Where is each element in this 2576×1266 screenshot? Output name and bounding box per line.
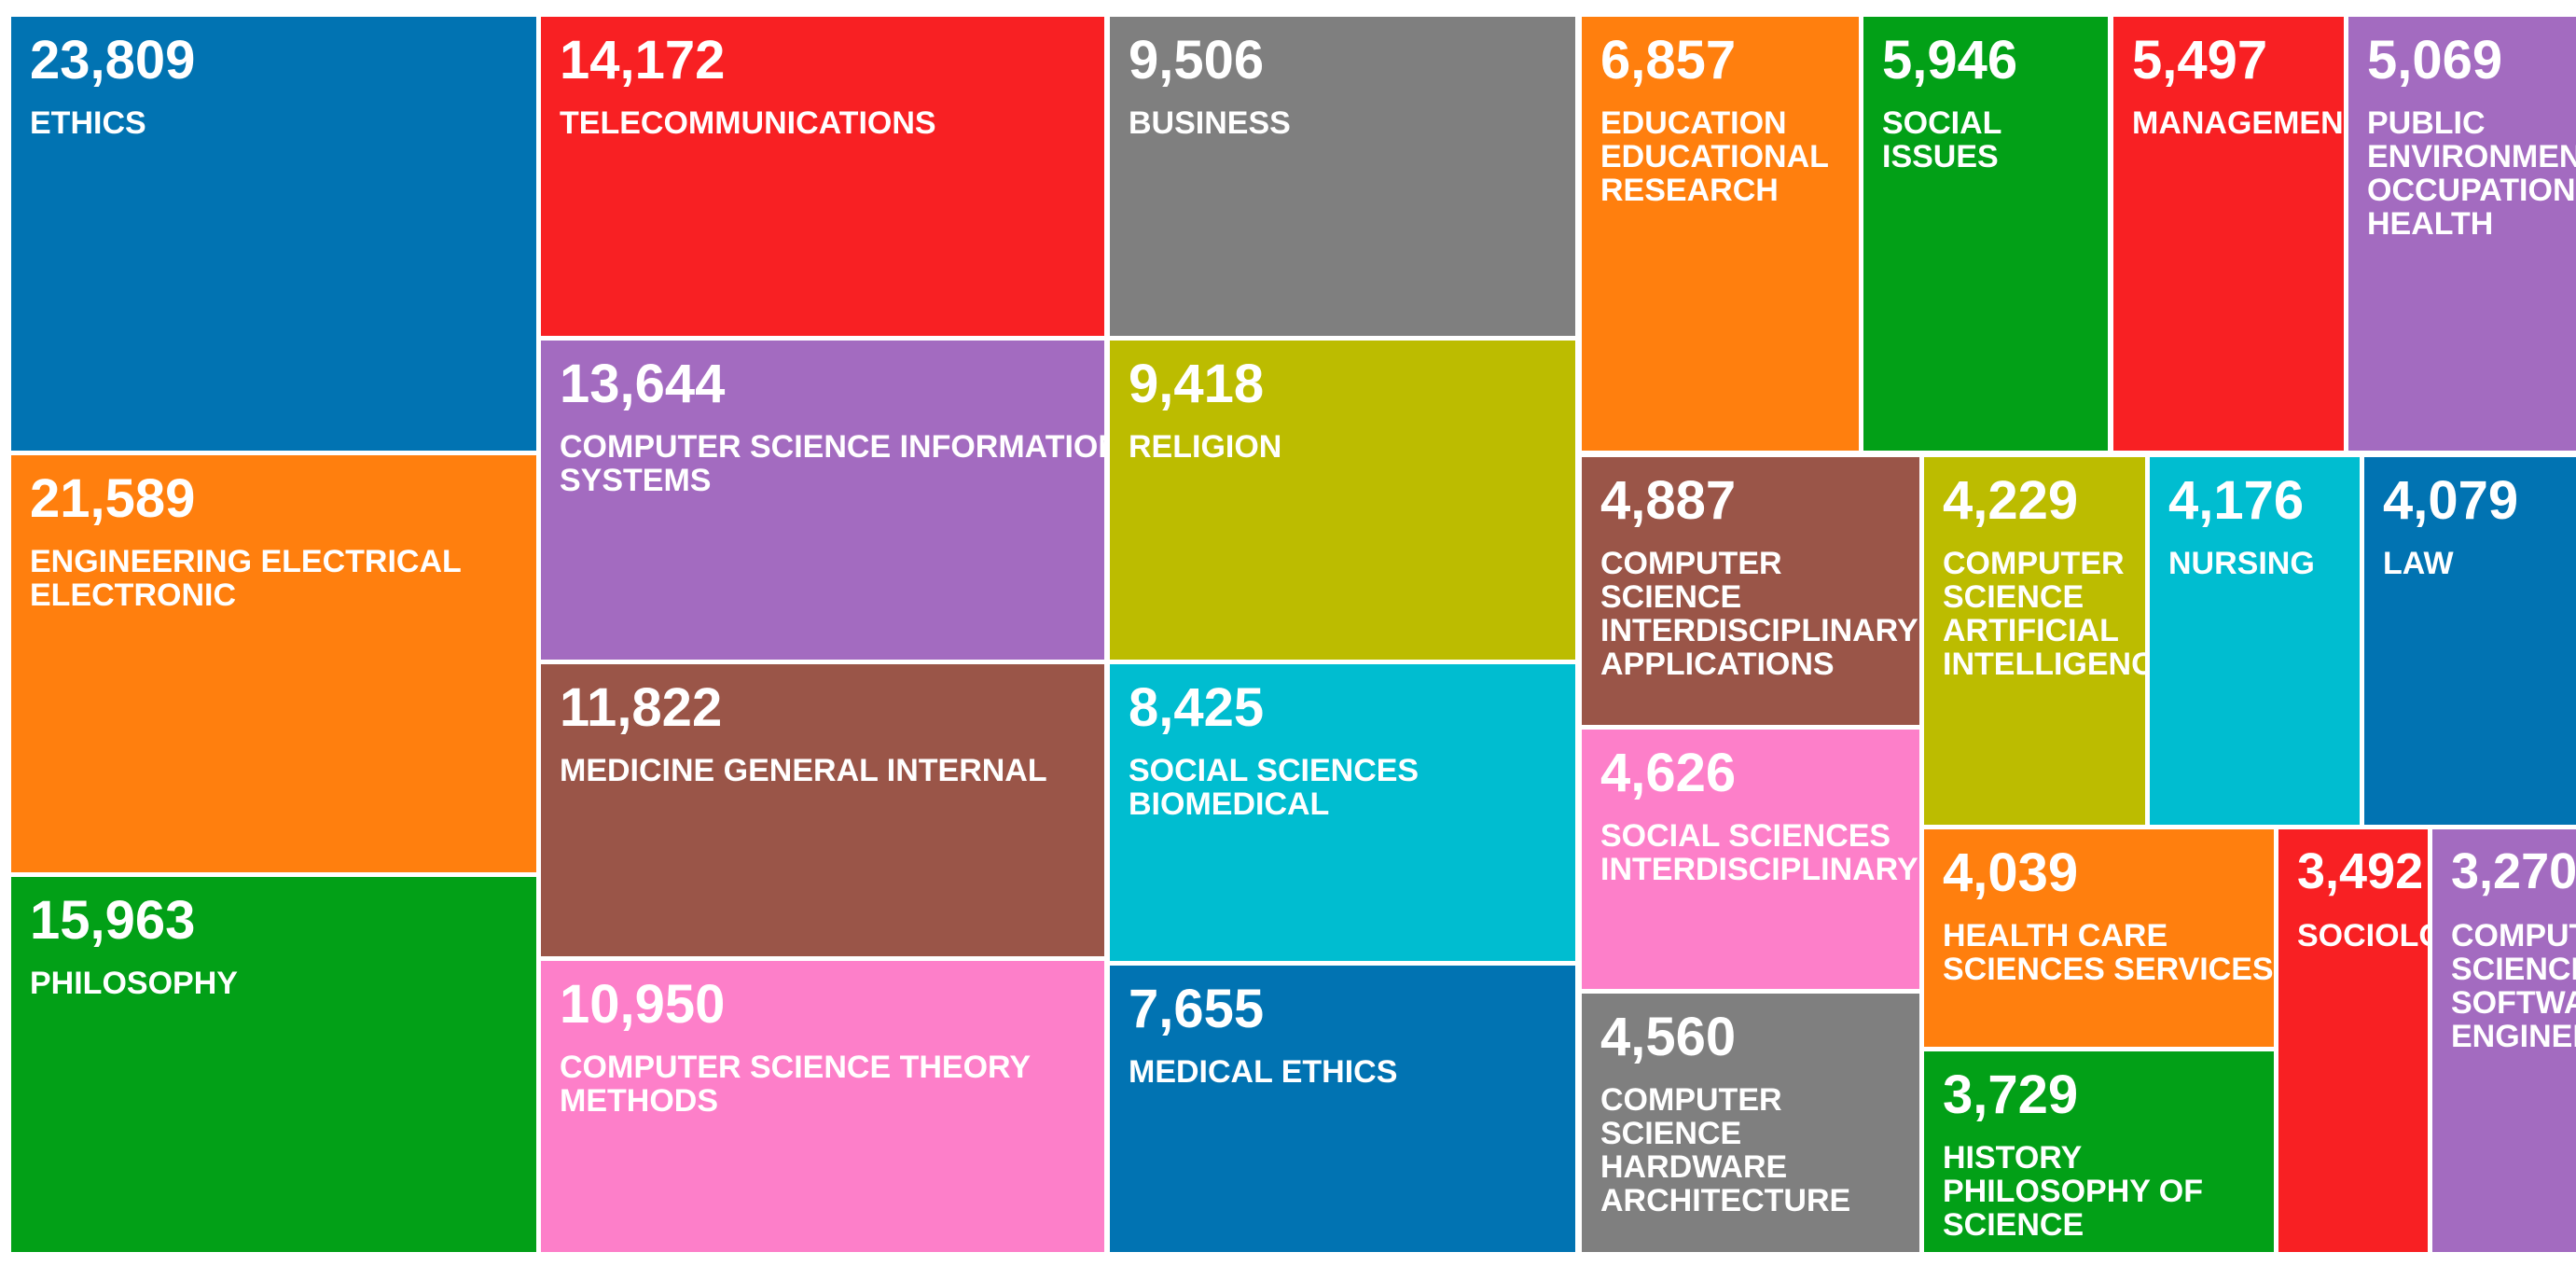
treemap-tile: 23,809 ETHICS: [11, 17, 536, 451]
treemap-tile: 14,172 TELECOMMUNICATIONS: [541, 17, 1104, 336]
treemap-tile: 4,887 COMPUTER SCIENCE INTERDISCIPLINARY …: [1582, 457, 1919, 725]
tile-category-label: SOCIAL ISSUES: [1882, 105, 2002, 174]
treemap-tile: 11,822 MEDICINE GENERAL INTERNAL: [541, 664, 1104, 956]
tile-category-label: SOCIOLOGY: [2297, 918, 2428, 953]
treemap-tile: 4,560 COMPUTER SCIENCE HARDWARE ARCHITECT…: [1582, 994, 1919, 1252]
treemap-tile: 3,729 HISTORY PHILOSOPHY OF SCIENCE: [1924, 1051, 2274, 1252]
treemap-tile: 4,176 NURSING: [2150, 457, 2360, 825]
treemap-tile: 21,589 ENGINEERING ELECTRICAL ELECTRONIC: [11, 455, 536, 872]
tile-category-label: MEDICINE GENERAL INTERNAL: [560, 753, 1047, 788]
treemap-tile: 4,626 SOCIAL SCIENCES INTERDISCIPLINARY: [1582, 730, 1919, 989]
tile-category-label: MEDICAL ETHICS: [1129, 1054, 1398, 1090]
tile-value-label: 23,809: [30, 30, 196, 90]
treemap-tile: 3,492 SOCIOLOGY: [2278, 829, 2428, 1252]
treemap-tile: 10,950 COMPUTER SCIENCE THEORY METHODS: [541, 961, 1104, 1252]
tile-category-label: PHILOSOPHY: [30, 966, 238, 1001]
tile-value-label: 3,729: [1943, 1064, 2079, 1125]
tile-value-label: 13,644: [560, 354, 726, 414]
tile-value-label: 4,560: [1600, 1007, 1737, 1067]
tile-value-label: 3,492: [2297, 843, 2424, 899]
tile-category-label: COMPUTER SCIENCE SOFTWARE ENGINEERING: [2451, 918, 2576, 1054]
tile-category-label: BUSINESS: [1129, 105, 1291, 141]
tile-value-label: 9,506: [1129, 30, 1265, 90]
tile-value-label: 10,950: [560, 974, 726, 1035]
tile-category-label: LAW: [2383, 546, 2454, 581]
tile-category-label: PUBLIC ENVIRONMENTAL OCCUPATIONAL HEALTH: [2367, 105, 2576, 242]
tile-category-label: SOCIAL SCIENCES INTERDISCIPLINARY: [1600, 818, 1918, 887]
tile-value-label: 3,270: [2451, 843, 2576, 899]
tile-value-label: 4,626: [1600, 743, 1737, 803]
tile-category-label: ENGINEERING ELECTRICAL ELECTRONIC: [30, 544, 462, 613]
tile-category-label: EDUCATION EDUCATIONAL RESEARCH: [1600, 105, 1829, 208]
treemap-tile: 4,079 LAW: [2364, 457, 2576, 825]
tile-value-label: 4,176: [2168, 470, 2305, 531]
tile-category-label: RELIGION: [1129, 429, 1282, 465]
tile-value-label: 6,857: [1600, 30, 1737, 90]
tile-value-label: 15,963: [30, 890, 196, 951]
treemap-tile: 6,857 EDUCATION EDUCATIONAL RESEARCH: [1582, 17, 1859, 451]
treemap-tile: 8,425 SOCIAL SCIENCES BIOMEDICAL: [1110, 664, 1575, 961]
tile-category-label: SOCIAL SCIENCES BIOMEDICAL: [1129, 753, 1420, 822]
tile-category-label: COMPUTER SCIENCE INFORMATION SYSTEMS: [560, 429, 1104, 498]
treemap-tile: 15,963 PHILOSOPHY: [11, 877, 536, 1252]
treemap-tile: 4,229 COMPUTER SCIENCE ARTIFICIAL INTELLI…: [1924, 457, 2145, 825]
tile-category-label: TELECOMMUNICATIONS: [560, 105, 936, 141]
tile-value-label: 9,418: [1129, 354, 1265, 414]
tile-category-label: COMPUTER SCIENCE HARDWARE ARCHITECTURE: [1600, 1082, 1851, 1218]
tile-value-label: 5,946: [1882, 30, 2018, 90]
tile-category-label: COMPUTER SCIENCE ARTIFICIAL INTELLIGENCE: [1943, 546, 2145, 682]
treemap-tile: 5,497 MANAGEMENT: [2113, 17, 2344, 451]
tile-value-label: 11,822: [560, 677, 723, 738]
tile-value-label: 14,172: [560, 30, 726, 90]
treemap-tile: 9,506 BUSINESS: [1110, 17, 1575, 336]
tile-category-label: ETHICS: [30, 105, 146, 141]
treemap-tile: 5,069 PUBLIC ENVIRONMENTAL OCCUPATIONAL H…: [2348, 17, 2576, 451]
tile-value-label: 4,887: [1600, 470, 1737, 531]
tile-value-label: 5,069: [2367, 30, 2503, 90]
tile-category-label: MANAGEMENT: [2132, 105, 2344, 141]
tile-value-label: 4,079: [2383, 470, 2519, 531]
tile-category-label: HISTORY PHILOSOPHY OF SCIENCE: [1943, 1140, 2203, 1243]
tile-value-label: 4,039: [1943, 842, 2079, 903]
treemap-tile: 13,644 COMPUTER SCIENCE INFORMATION SYSTE…: [541, 341, 1104, 660]
treemap-tile: 3,270 COMPUTER SCIENCE SOFTWARE ENGINEERI…: [2432, 829, 2576, 1252]
treemap-tile: 7,655 MEDICAL ETHICS: [1110, 966, 1575, 1252]
tile-category-label: COMPUTER SCIENCE THEORY METHODS: [560, 1050, 1032, 1119]
treemap-tile: 9,418 RELIGION: [1110, 341, 1575, 660]
tile-value-label: 5,497: [2132, 30, 2268, 90]
tile-category-label: NURSING: [2168, 546, 2315, 581]
tile-value-label: 8,425: [1129, 677, 1265, 738]
tile-category-label: HEALTH CARE SCIENCES SERVICES: [1943, 918, 2274, 987]
tile-category-label: COMPUTER SCIENCE INTERDISCIPLINARY APPLI…: [1600, 546, 1918, 682]
tile-value-label: 4,229: [1943, 470, 2079, 531]
treemap-tile: 4,039 HEALTH CARE SCIENCES SERVICES: [1924, 829, 2274, 1047]
treemap-tile: 5,946 SOCIAL ISSUES: [1863, 17, 2108, 451]
tile-value-label: 7,655: [1129, 979, 1265, 1039]
tile-value-label: 21,589: [30, 468, 196, 529]
